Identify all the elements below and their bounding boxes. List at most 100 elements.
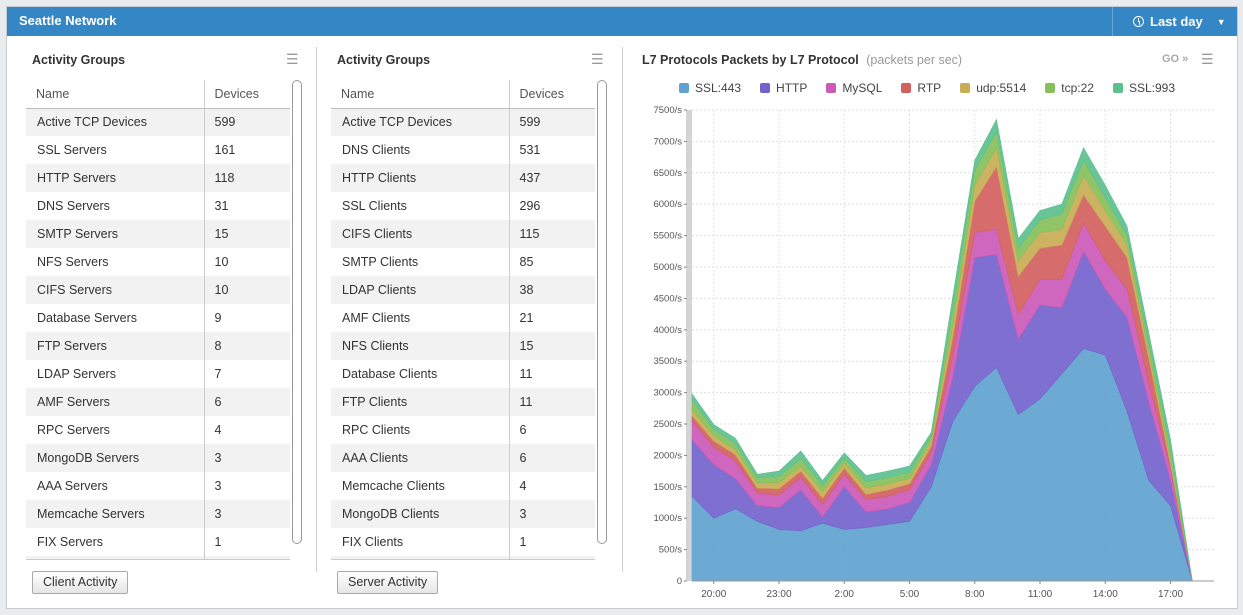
row-name: Active TCP Devices xyxy=(331,108,509,136)
client-activity-button[interactable]: Client Activity xyxy=(32,571,129,594)
legend-swatch xyxy=(960,83,971,93)
goto-label: GO xyxy=(1162,53,1180,65)
column-header-name[interactable]: Name xyxy=(331,80,509,109)
row-devices: 3 xyxy=(203,500,290,528)
legend-label: RTP xyxy=(917,81,942,95)
legend-item[interactable]: HTTP xyxy=(760,81,807,95)
table-row[interactable]: SMTP Servers 15 xyxy=(26,220,290,248)
legend-item[interactable]: RTP xyxy=(901,81,941,95)
row-name: AAA Clients xyxy=(331,444,509,472)
x-tick-label: 17:00 xyxy=(1158,589,1183,600)
table-row[interactable]: AMF Clients 21 xyxy=(331,304,595,332)
table-row[interactable]: Database Servers 9 xyxy=(26,304,290,332)
row-name: CIFS Servers xyxy=(26,276,204,304)
table-row[interactable]: Memcache Clients 4 xyxy=(331,472,595,500)
table-row[interactable]: SSL Servers 161 xyxy=(26,136,290,164)
server-activity-button[interactable]: Server Activity xyxy=(337,571,439,594)
panel-title: Activity Groups xyxy=(337,53,431,67)
column-header-devices[interactable]: Devices xyxy=(203,80,290,109)
table-row[interactable]: FTP Servers 8 xyxy=(26,332,290,360)
table-row[interactable]: AAA Servers 3 xyxy=(26,472,290,500)
row-name: FTP Clients xyxy=(331,388,509,416)
y-tick-label: 7000/s xyxy=(653,136,682,147)
hamburger-menu-icon[interactable]: ☰ xyxy=(591,51,604,67)
table-row[interactable]: Active TCP Devices 599 xyxy=(331,108,595,136)
table-row[interactable]: HTTP Servers 118 xyxy=(26,164,290,192)
table-row[interactable]: DNS Servers 31 xyxy=(26,192,290,220)
table-row[interactable]: SMTP Clients 85 xyxy=(331,248,595,276)
column-header-name[interactable]: Name xyxy=(26,80,204,109)
table-row[interactable]: MongoDB Servers 3 xyxy=(26,444,290,472)
legend-label: MySQL xyxy=(842,81,883,95)
table-row[interactable]: CIFS Clients 115 xyxy=(331,220,595,248)
hamburger-menu-icon[interactable]: ☰ xyxy=(286,51,299,67)
table-row[interactable]: SSL Clients 296 xyxy=(331,192,595,220)
scrollbar[interactable] xyxy=(292,80,302,544)
goto-link[interactable]: GO » xyxy=(1162,53,1189,65)
table-row[interactable]: Database Clients 11 xyxy=(331,360,595,388)
header-bar: Seattle Network Last day ▼ xyxy=(7,7,1237,36)
dashboard-window: Seattle Network Last day ▼ Activity Grou… xyxy=(6,6,1238,609)
table-row[interactable]: LDAP Servers 7 xyxy=(26,360,290,388)
table-row[interactable]: DNS Clients 531 xyxy=(331,136,595,164)
table-row[interactable]: MongoDB Clients 3 xyxy=(331,500,595,528)
table-row[interactable]: RPC Servers 4 xyxy=(26,416,290,444)
legend-item[interactable]: SSL:993 xyxy=(1112,81,1176,95)
y-tick-label: 7500/s xyxy=(653,105,682,116)
legend-item[interactable]: SSL:443 xyxy=(679,81,741,95)
y-tick-label: 5000/s xyxy=(653,262,682,273)
table-row[interactable]: LDAP Clients 38 xyxy=(331,276,595,304)
hamburger-menu-icon[interactable]: ☰ xyxy=(1201,51,1214,67)
legend-label: SSL:443 xyxy=(695,81,742,95)
row-devices: 599 xyxy=(508,108,595,136)
scrollbar[interactable] xyxy=(597,80,607,544)
table-row[interactable]: CIFS Servers 10 xyxy=(26,276,290,304)
row-devices: 1 xyxy=(508,556,595,559)
row-devices: 115 xyxy=(508,220,595,248)
x-tick-label: 23:00 xyxy=(766,589,791,600)
legend-item[interactable]: tcp:22 xyxy=(1045,81,1094,95)
table-row[interactable]: AAA Clients 6 xyxy=(331,444,595,472)
row-name: SMTP Clients xyxy=(342,255,419,269)
table-row[interactable]: AMF Servers 6 xyxy=(26,388,290,416)
row-devices: 1 xyxy=(203,556,290,559)
row-devices: 1 xyxy=(508,528,595,556)
y-tick-label: 3500/s xyxy=(653,356,682,367)
row-devices: 31 xyxy=(203,192,290,220)
legend-label: udp:5514 xyxy=(976,81,1027,95)
x-tick-label: 8:00 xyxy=(965,589,985,600)
activity-table-container: Name Devices Active TCP Devices 599 DNS Cl… xyxy=(331,80,595,560)
chart-legend: SSL:443 HTTP MySQL RTP udp:5514 tcp:22 SSL:993 xyxy=(679,81,1175,95)
row-name: Memcache Clients xyxy=(342,479,445,493)
legend-item[interactable]: udp:5514 xyxy=(960,81,1026,95)
y-tick-label: 6500/s xyxy=(653,168,682,179)
table-row[interactable]: FTP Clients 11 xyxy=(331,388,595,416)
y-tick-label: 1500/s xyxy=(653,482,682,493)
table-row[interactable]: Memcache Servers 3 xyxy=(26,500,290,528)
table-row[interactable]: FIX Servers 1 xyxy=(26,528,290,556)
table-row[interactable]: NFS Servers 10 xyxy=(26,248,290,276)
table-row[interactable]: RPC Clients 6 xyxy=(331,416,595,444)
time-range-selector[interactable]: Last day ▼ xyxy=(1112,7,1237,36)
table-row[interactable]: Active TCP Devices 599 xyxy=(26,108,290,136)
y-axis-bar xyxy=(686,110,692,581)
legend-label: SSL:993 xyxy=(1128,81,1176,95)
row-devices: 8 xyxy=(203,332,290,360)
table-row[interactable]: HTTP Clients 437 xyxy=(331,164,595,192)
row-devices: 599 xyxy=(203,108,290,136)
legend-swatch xyxy=(760,83,771,93)
table-row[interactable]: FIX Clients 1 xyxy=(331,528,595,556)
table-row[interactable]: NFS Clients 15 xyxy=(331,332,595,360)
chevron-down-icon: ▼ xyxy=(1216,16,1226,27)
column-header-devices[interactable]: Devices xyxy=(508,80,595,109)
legend-item[interactable]: MySQL xyxy=(826,81,882,95)
row-devices: 6 xyxy=(508,416,595,444)
chart-units: (packets per sec) xyxy=(866,53,963,67)
row-name: LDAP Servers xyxy=(37,367,116,381)
row-devices: 1 xyxy=(203,528,290,556)
row-devices: 3 xyxy=(203,444,290,472)
row-name: Database Servers xyxy=(37,311,138,325)
time-range-label: Last day xyxy=(1150,14,1203,29)
